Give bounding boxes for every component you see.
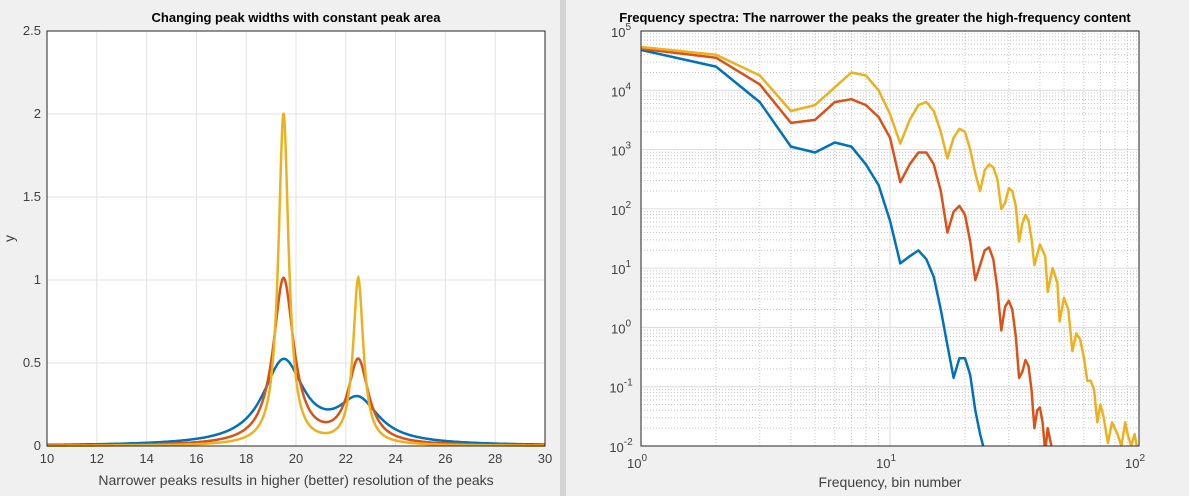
x-tick-label: 101 (876, 453, 896, 471)
series-line-narrow (47, 112, 545, 447)
tick-base: 10 (611, 321, 625, 336)
y-tick-label: 10-1 (609, 378, 633, 396)
y-axis-label: y (1, 235, 17, 242)
chart-title: Frequency spectra: The narrower the peak… (619, 10, 1131, 25)
y-tick-label: 105 (611, 22, 631, 40)
tick-exponent: 0 (625, 318, 631, 329)
tick-base: 10 (611, 203, 625, 218)
tick-base: 10 (609, 381, 623, 396)
y-tick-label: 0.5 (23, 355, 41, 370)
series-line-medium (641, 47, 1053, 446)
tick-base: 10 (876, 456, 890, 471)
tick-base: 10 (1125, 456, 1139, 471)
x-tick-label: 20 (289, 451, 303, 466)
x-axis-label: Narrower peaks results in higher (better… (98, 472, 493, 488)
y-tick-label: 10-2 (609, 437, 633, 455)
tick-exponent: 0 (641, 453, 647, 464)
tick-base: 10 (611, 84, 625, 99)
tick-base: 10 (627, 456, 641, 471)
x-tick-label: 30 (538, 451, 552, 466)
tick-exponent: -2 (624, 437, 633, 448)
tick-exponent: 2 (625, 200, 631, 211)
y-tick-label: 2 (34, 106, 41, 121)
left-chart: 10 12 14 16 18 20 22 24 26 28 30 0 0.5 1 1.5 2 2.5 Changi… (1, 10, 552, 488)
tick-exponent: -1 (624, 378, 633, 389)
x-tick-label: 16 (189, 451, 203, 466)
series-line-wide (641, 48, 985, 446)
x-tick-label: 14 (139, 451, 153, 466)
x-axis-label: Frequency, bin number (819, 474, 962, 490)
y-tick-label: 1 (34, 272, 41, 287)
tick-base: 10 (611, 144, 625, 159)
tick-exponent: 2 (1139, 453, 1145, 464)
x-tick-label: 28 (488, 451, 502, 466)
x-tick-label: 12 (90, 451, 104, 466)
axes-box (640, 30, 1140, 447)
x-tick-label: 102 (1125, 453, 1145, 471)
x-tick-label: 24 (388, 451, 402, 466)
right-chart: 100 101 10210-210-1100101102103104105Frequ… (609, 10, 1145, 490)
tick-exponent: 1 (890, 453, 896, 464)
tick-exponent: 5 (625, 22, 631, 33)
tick-base: 10 (611, 262, 625, 277)
y-tick-label: 100 (611, 318, 631, 336)
tick-base: 10 (609, 440, 623, 455)
tick-exponent: 3 (625, 141, 631, 152)
y-tick-label: 102 (611, 200, 631, 218)
x-tick-label: 22 (339, 451, 353, 466)
panel-divider[interactable] (560, 0, 566, 496)
axes-box (46, 30, 546, 447)
tick-exponent: 4 (625, 81, 631, 92)
y-tick-label: 103 (611, 141, 631, 159)
y-tick-label: 0 (34, 438, 41, 453)
tick-exponent: 1 (625, 259, 631, 270)
chart-title: Changing peak widths with constant peak … (152, 10, 442, 25)
x-tick-label: 100 (627, 453, 647, 471)
series-line-narrow (641, 45, 1139, 446)
x-tick-label: 10 (40, 451, 54, 466)
y-tick-label: 104 (611, 81, 631, 99)
y-tick-label: 101 (611, 259, 631, 277)
tick-base: 10 (611, 25, 625, 40)
y-tick-label: 2.5 (23, 23, 41, 38)
x-tick-label: 18 (239, 451, 253, 466)
x-tick-label: 26 (438, 451, 452, 466)
y-tick-label: 1.5 (23, 189, 41, 204)
